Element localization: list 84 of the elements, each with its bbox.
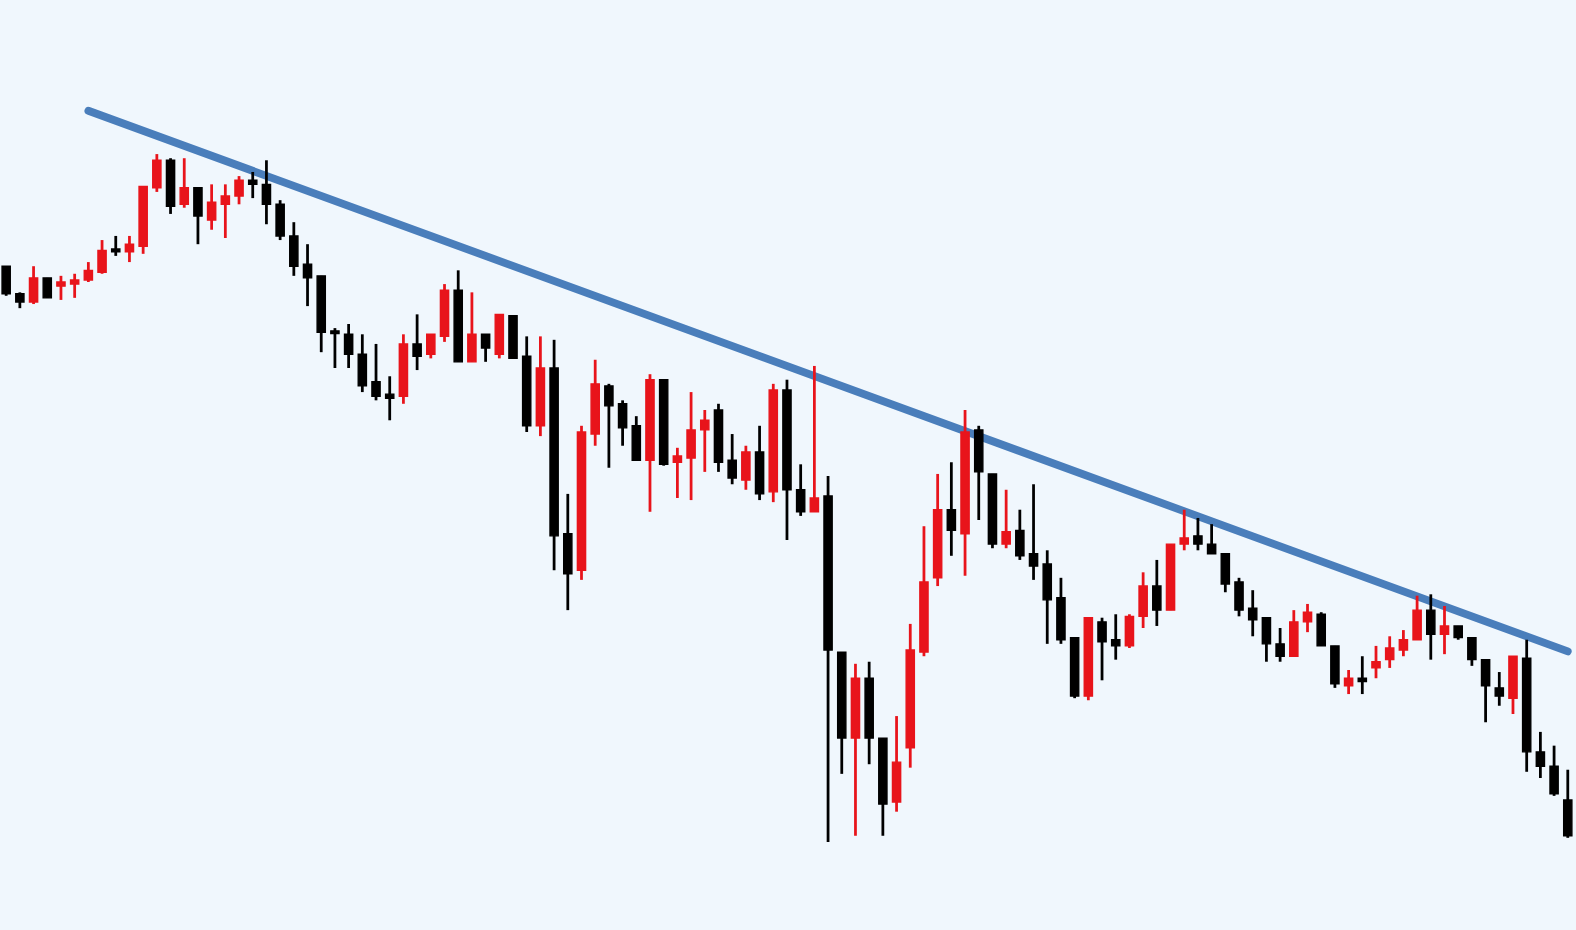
candlestick [426, 332, 436, 360]
candlestick [289, 220, 299, 278]
candlestick [83, 260, 94, 284]
candlestick [973, 424, 984, 522]
candlestick [467, 290, 477, 364]
candlestick [891, 714, 902, 814]
candlestick [110, 234, 121, 258]
candlestick [165, 156, 176, 216]
candlestick [275, 198, 285, 242]
candlestick [809, 364, 820, 514]
candlestick [1302, 602, 1313, 634]
candlestick [672, 446, 683, 500]
candlestick [97, 238, 107, 276]
candlestick [1261, 616, 1272, 664]
candlestick [1, 264, 11, 298]
candlestick [1316, 610, 1327, 648]
candlestick [1206, 522, 1217, 556]
candlestick [754, 424, 765, 502]
candlestick [247, 170, 258, 200]
candlestick [206, 182, 217, 232]
candlestick [1152, 558, 1162, 628]
candlestick [1220, 552, 1231, 594]
candlestick [1425, 592, 1436, 662]
candlestick [234, 174, 244, 206]
candlestick [631, 414, 642, 462]
candlestick [261, 158, 272, 226]
candlestick [1042, 548, 1053, 646]
candlestick [124, 234, 135, 264]
candlestick [42, 276, 53, 300]
candlestick [1562, 768, 1573, 840]
candlestick [1193, 516, 1203, 552]
candlestick [152, 152, 162, 194]
candlestick [1234, 576, 1244, 618]
candlestick [371, 342, 381, 402]
candlestick [1467, 636, 1477, 668]
candlestick [795, 462, 806, 518]
candlestick [28, 264, 39, 306]
candlestick [1412, 594, 1422, 642]
candlestick [56, 274, 66, 302]
candlestick [946, 460, 957, 558]
candlestick [1056, 576, 1066, 646]
candlestick [494, 312, 505, 360]
candlestick [1384, 634, 1395, 670]
candlestick [699, 408, 710, 474]
candlestick [343, 322, 354, 370]
candlestick [1124, 612, 1135, 650]
candlestick [727, 432, 737, 486]
candlestick [1330, 644, 1340, 690]
candlestick [1398, 628, 1409, 658]
candlestick [1179, 508, 1190, 552]
candlestick [480, 332, 491, 364]
candlestick [179, 156, 190, 210]
candlestick [302, 242, 313, 308]
candlestick [1110, 612, 1121, 662]
candlestick [193, 186, 203, 246]
candlestick [1138, 570, 1148, 630]
candlestick [1494, 670, 1505, 708]
candlestick [741, 444, 751, 492]
candlestick [1535, 730, 1546, 780]
candlestick [1028, 482, 1039, 582]
candlestick [1001, 488, 1011, 550]
candlestick [508, 315, 518, 360]
candlestick [562, 492, 573, 612]
candlestick [439, 282, 450, 344]
candlestick [412, 312, 422, 372]
candlestick [357, 332, 368, 394]
candlestick [1549, 744, 1559, 798]
candlestick [1480, 658, 1491, 724]
candlestick [1508, 654, 1518, 716]
candlestick [384, 374, 395, 422]
candlestick [1289, 608, 1299, 658]
candlestick [69, 272, 80, 300]
candlestick [604, 382, 614, 470]
candlestick [1015, 508, 1025, 562]
candlestick [330, 326, 340, 370]
candlestick [1275, 626, 1285, 664]
candlestick [1247, 588, 1258, 638]
candlestick [1439, 604, 1450, 656]
candlestick [617, 398, 628, 448]
candlestick [1371, 644, 1381, 680]
candlestick [686, 390, 696, 502]
candlestick [1097, 616, 1107, 682]
candlestick [220, 182, 231, 240]
candlestick [1343, 668, 1354, 696]
